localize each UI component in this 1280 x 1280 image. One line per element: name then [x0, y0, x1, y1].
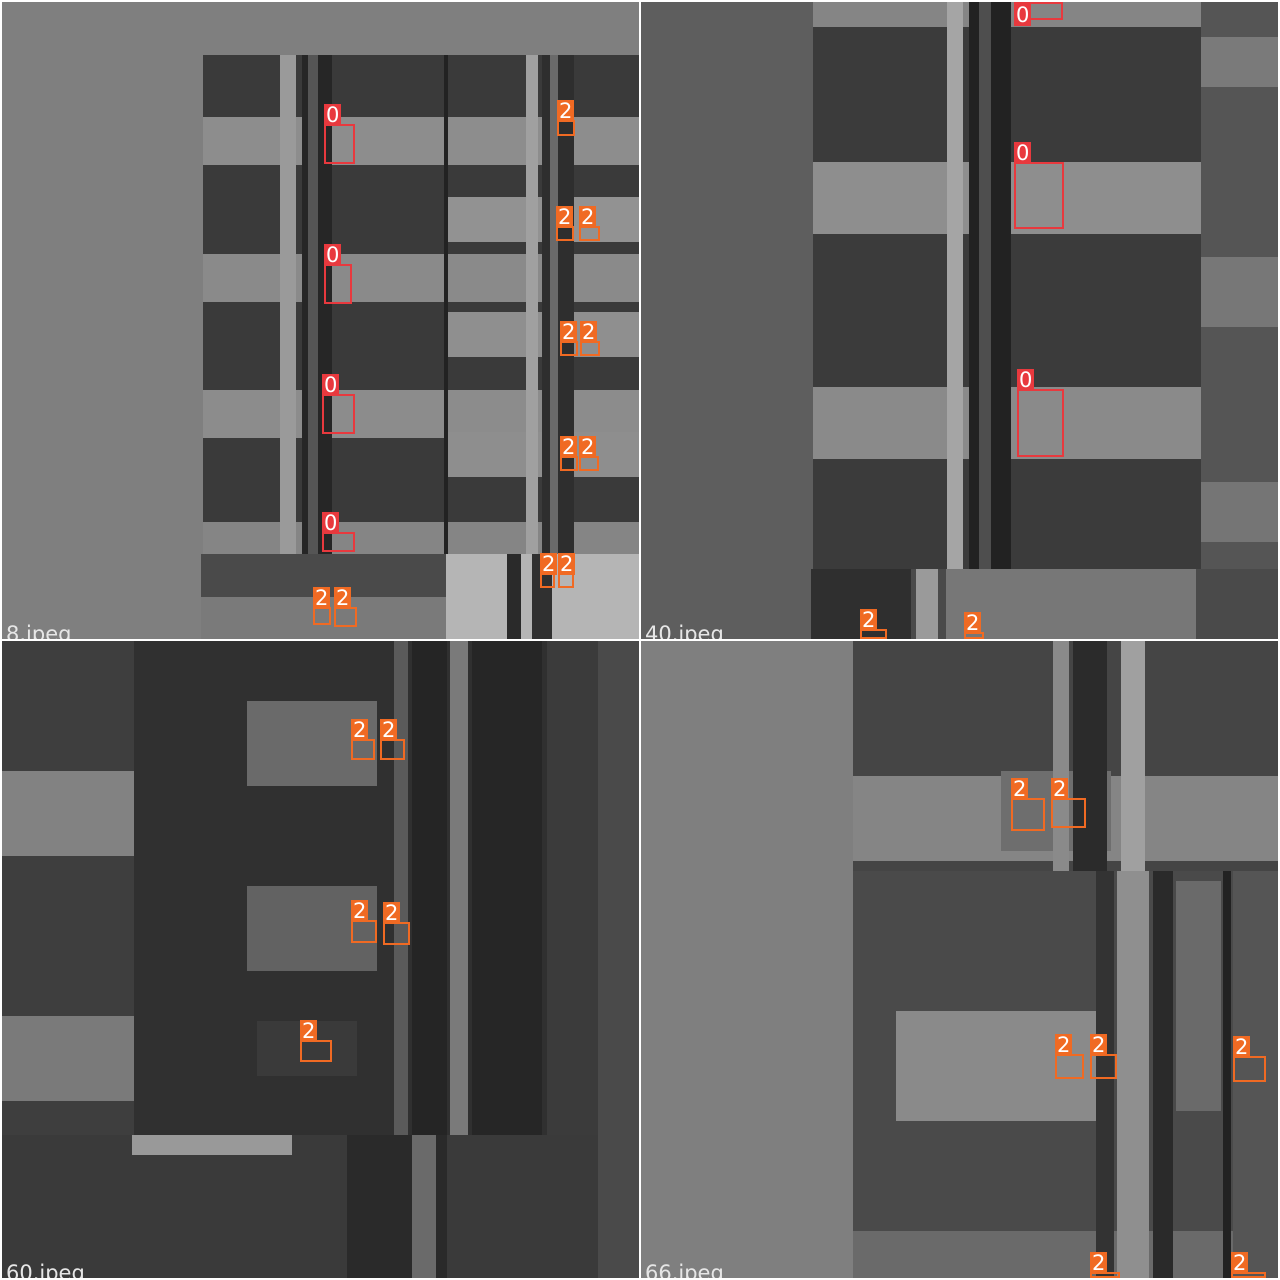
detection-label: 0	[322, 511, 340, 535]
tile-filename: 66.jpeg	[645, 1261, 724, 1278]
detection-box-class-2: 2	[313, 587, 331, 625]
detection-box-class-2: 2	[1090, 1034, 1117, 1079]
detection-box-class-0: 0	[322, 512, 355, 552]
detection-label: 2	[540, 552, 558, 576]
detection-label: 0	[324, 243, 342, 267]
detection-box-class-2: 2	[351, 719, 375, 760]
detection-box-class-2: 2	[1055, 1034, 1084, 1079]
detection-box-class-2: 2	[580, 321, 600, 356]
tile-60-jpeg: 2 2 2 2 2 60.jpeg	[2, 641, 639, 1278]
detection-label: 2	[1051, 777, 1069, 801]
detection-label: 2	[351, 899, 369, 923]
detection-box-class-2: 2	[964, 612, 984, 639]
detection-box-class-2: 2	[579, 206, 600, 241]
detection-box-class-0: 0	[322, 374, 355, 434]
detection-box-class-2: 2	[556, 206, 574, 241]
detection-label: 2	[560, 320, 578, 344]
detection-box-class-2: 2	[1051, 778, 1086, 828]
detection-label: 2	[579, 435, 597, 459]
detection-box-class-2: 2	[560, 436, 578, 471]
rail-track-photo	[641, 2, 1278, 639]
detection-label: 2	[860, 608, 878, 632]
detection-label: 2	[313, 586, 331, 610]
detection-box-class-0: 0	[324, 104, 355, 164]
detection-label: 0	[322, 373, 340, 397]
detection-box-class-0: 0	[1017, 369, 1064, 457]
detection-box-class-2: 2	[334, 587, 357, 627]
detection-label: 0	[1014, 3, 1032, 27]
detection-label: 2	[383, 901, 401, 925]
detection-label: 0	[1014, 141, 1032, 165]
tile-filename: 8.jpeg	[6, 622, 72, 639]
tile-8-jpeg: 0 0 0 0 2 2 2 2 2 2 2 2 2 2 2 8.jpeg	[2, 2, 639, 639]
detection-label: 2	[557, 99, 575, 123]
detection-box-class-2: 2	[1233, 1036, 1266, 1082]
detection-label: 2	[560, 435, 578, 459]
detection-label: 2	[1090, 1033, 1108, 1057]
detection-label: 2	[1233, 1035, 1251, 1059]
detection-box-class-2: 2	[557, 100, 575, 136]
detection-label: 2	[556, 205, 574, 229]
detection-box-class-2: 2	[560, 321, 578, 356]
detection-box-class-2: 2	[1090, 1252, 1120, 1278]
detection-box-class-2: 2	[300, 1020, 332, 1062]
rail-track-photo	[2, 641, 639, 1278]
tile-66-jpeg: 2 2 2 2 2 2 2 66.jpeg	[641, 641, 1278, 1278]
detection-label: 2	[1231, 1251, 1249, 1275]
detection-label: 2	[1011, 777, 1029, 801]
detection-box-class-2: 2	[579, 436, 599, 471]
detection-label: 2	[1090, 1251, 1108, 1275]
detection-box-class-2: 2	[380, 719, 405, 760]
detection-label: 2	[964, 611, 982, 635]
tile-filename: 60.jpeg	[6, 1261, 85, 1278]
detection-label: 2	[300, 1019, 318, 1043]
detection-box-class-0: 0	[1014, 2, 1063, 26]
detection-label: 2	[579, 205, 597, 229]
detection-label: 0	[324, 103, 342, 127]
detection-box-class-2: 2	[540, 553, 558, 588]
detection-box-class-2: 2	[1231, 1252, 1266, 1278]
rail-track-photo	[641, 641, 1278, 1278]
detection-box-class-2: 2	[860, 609, 887, 639]
tile-filename: 40.jpeg	[645, 622, 724, 639]
detection-box-class-2: 2	[1011, 778, 1045, 831]
detection-box-class-2: 2	[351, 900, 377, 943]
detection-label: 2	[580, 320, 598, 344]
tile-40-jpeg: 0 0 0 2 2 40.jpeg	[641, 2, 1278, 639]
detection-label: 2	[351, 718, 369, 742]
detection-label: 2	[558, 552, 576, 576]
detection-label: 2	[380, 718, 398, 742]
detection-box-class-0: 0	[1014, 142, 1064, 229]
detection-box-class-2: 2	[558, 553, 576, 588]
detection-box-class-0: 0	[324, 244, 352, 304]
detection-label: 2	[1055, 1033, 1073, 1057]
detection-box-class-2: 2	[383, 902, 410, 945]
detection-label: 2	[334, 586, 352, 610]
rail-track-photo	[2, 2, 639, 639]
detection-label: 0	[1017, 368, 1035, 392]
